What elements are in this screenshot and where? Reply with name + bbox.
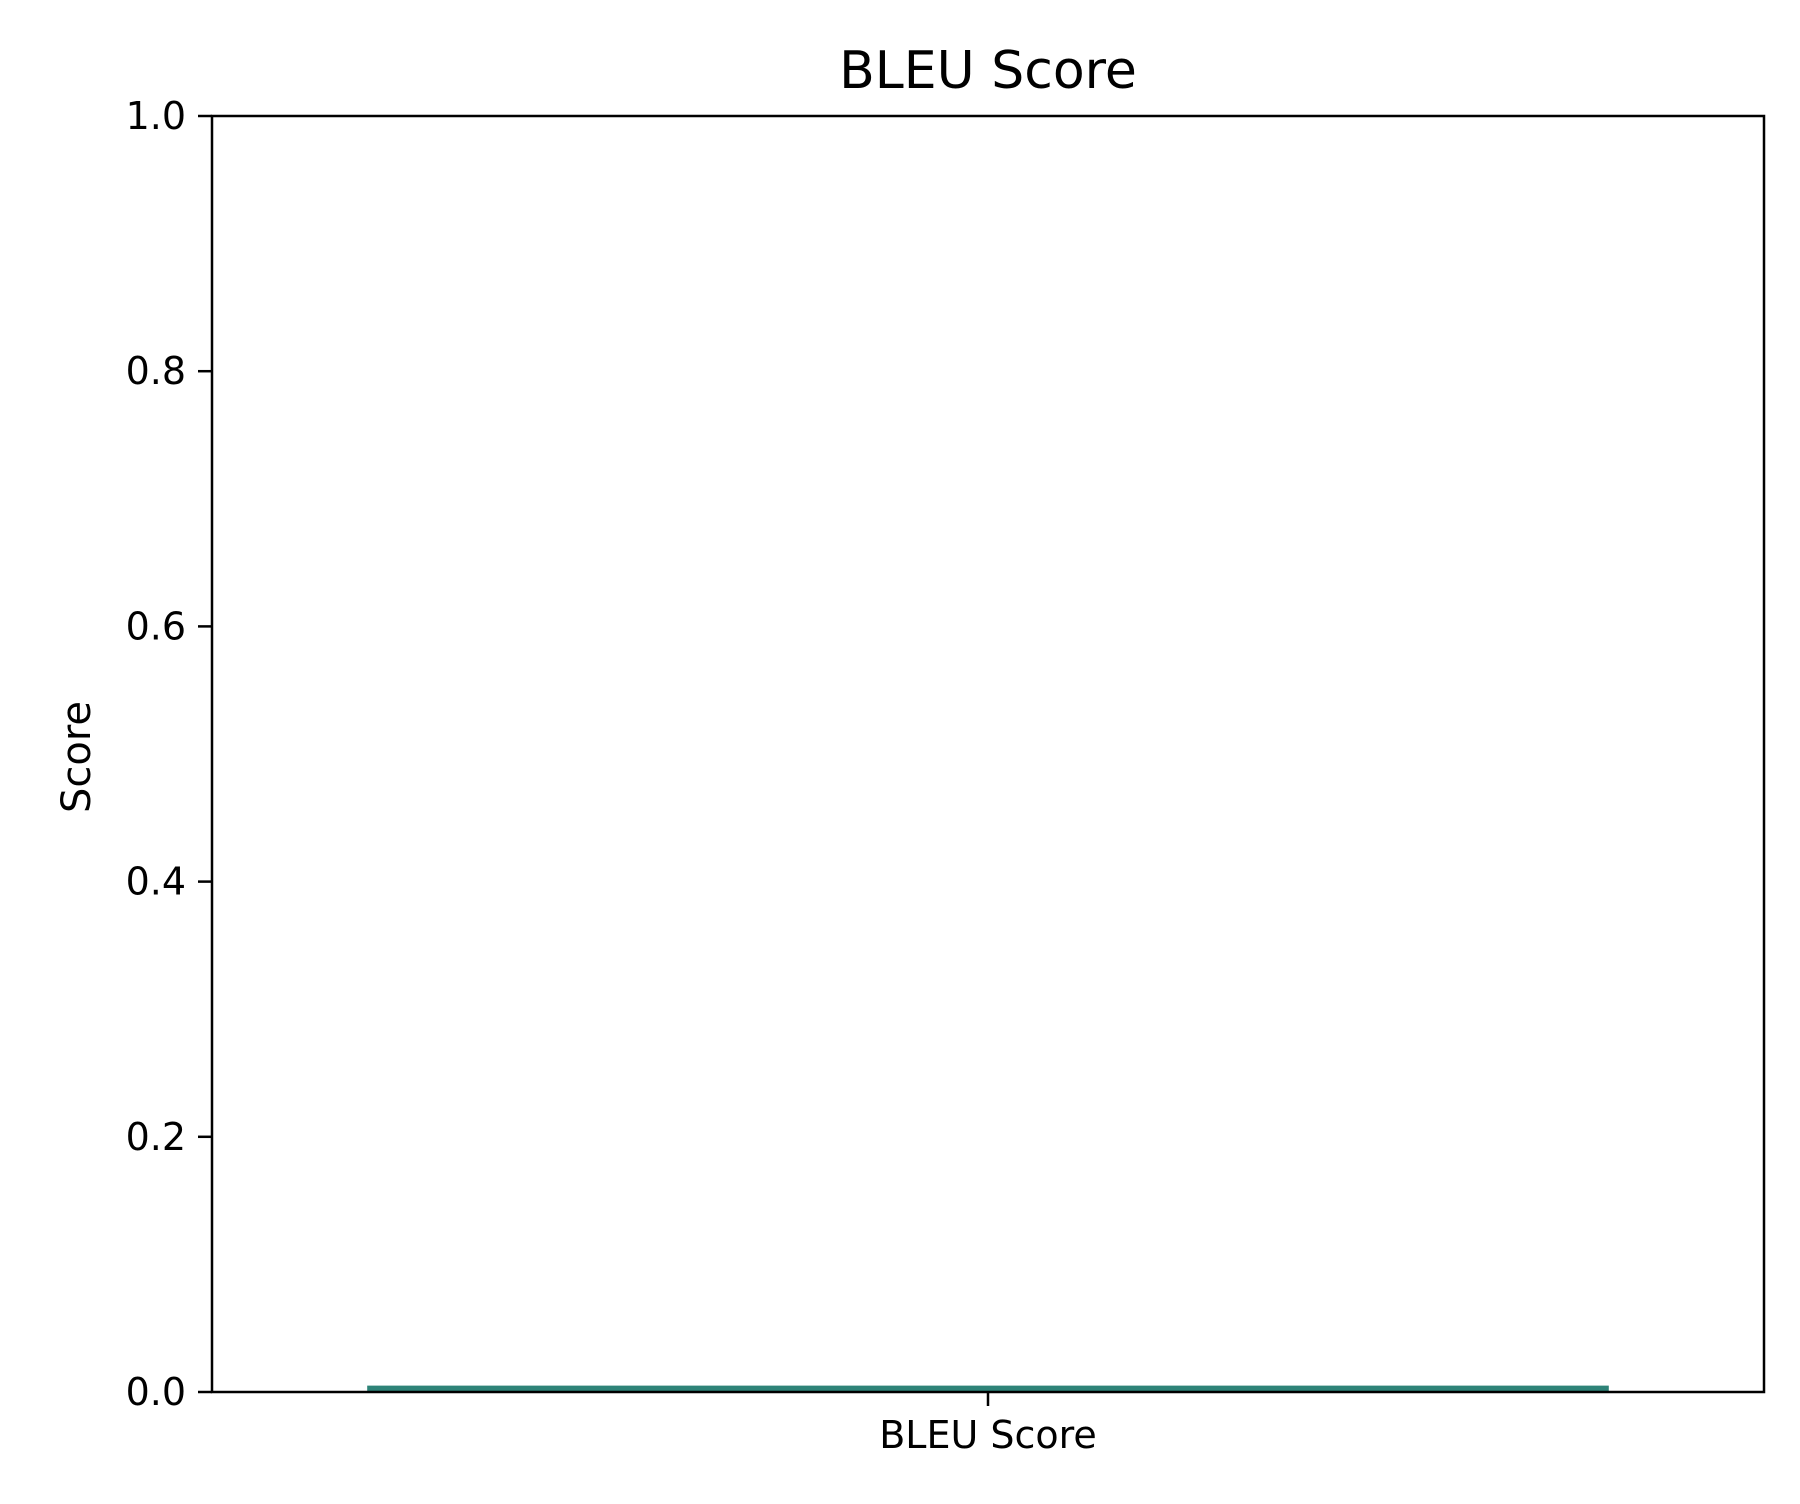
x-tick-label: BLEU Score xyxy=(879,1413,1097,1457)
bar xyxy=(367,1385,1609,1392)
y-axis-label: Score xyxy=(54,701,100,813)
y-tick-label: 0.4 xyxy=(126,860,186,904)
y-tick-label: 1.0 xyxy=(126,94,186,138)
plot-area: 0.0 0.2 0.4 0.6 0.8 1.0 BLEU Score xyxy=(126,94,1766,1457)
axes-frame xyxy=(210,114,1766,1394)
chart-title: BLEU Score xyxy=(839,41,1137,101)
y-tick-label: 0.2 xyxy=(126,1115,186,1159)
y-tick-label: 0.6 xyxy=(126,604,186,648)
y-tick-label: 0.8 xyxy=(126,349,186,393)
y-tick-label: 0.0 xyxy=(126,1370,186,1414)
